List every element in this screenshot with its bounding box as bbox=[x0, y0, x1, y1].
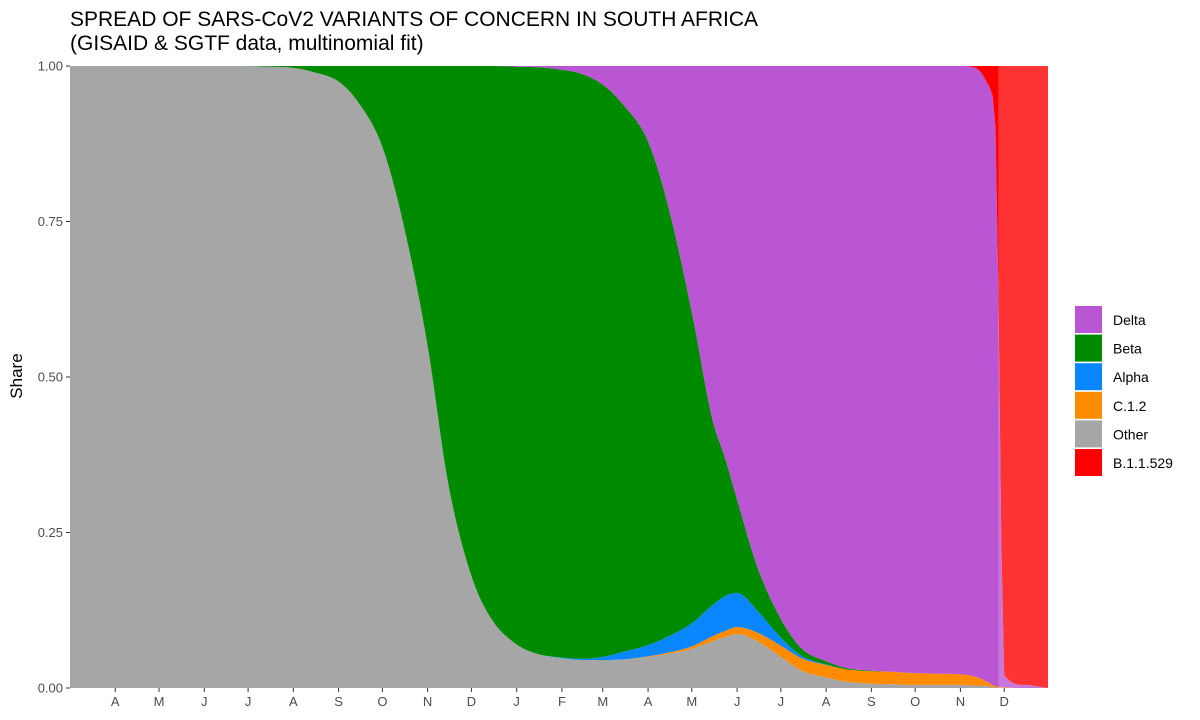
legend-swatch bbox=[1075, 334, 1102, 362]
x-tick-label: J bbox=[778, 694, 785, 709]
x-tick-label: D bbox=[467, 694, 476, 709]
legend-label: Delta bbox=[1113, 312, 1146, 328]
x-tick-label: A bbox=[111, 694, 120, 709]
legend: Delta Beta Alpha C.1.2 Other B.1.1.529 bbox=[1075, 306, 1173, 476]
legend-label: Alpha bbox=[1113, 369, 1149, 385]
x-tick-label: F bbox=[558, 694, 566, 709]
legend-label: C.1.2 bbox=[1113, 398, 1147, 414]
y-tick-label: 1.00 bbox=[38, 59, 63, 74]
title-block: SPREAD OF SARS-CoV2 VARIANTS OF CONCERN … bbox=[70, 8, 758, 56]
x-tick-label: M bbox=[686, 694, 697, 709]
y-axis: 0.00 0.25 0.50 0.75 1.00 bbox=[38, 59, 70, 696]
x-tick-label: J bbox=[734, 694, 741, 709]
area-delta bbox=[70, 66, 1048, 688]
y-tick-label: 0.25 bbox=[38, 525, 63, 540]
x-tick-label: O bbox=[377, 694, 387, 709]
x-tick-label: J bbox=[201, 694, 208, 709]
legend-label: Other bbox=[1113, 426, 1148, 442]
chart-subtitle: (GISAID & SGTF data, multinomial fit) bbox=[70, 32, 424, 55]
x-tick-label: J bbox=[245, 694, 252, 709]
y-tick-label: 0.75 bbox=[38, 214, 63, 229]
x-tick-label: A bbox=[644, 694, 653, 709]
legend-swatch bbox=[1075, 449, 1102, 476]
legend-swatch bbox=[1075, 306, 1102, 333]
x-tick-label: A bbox=[289, 694, 298, 709]
x-tick-label: M bbox=[154, 694, 165, 709]
y-tick-label: 0.00 bbox=[38, 681, 63, 696]
legend-swatch bbox=[1075, 420, 1102, 448]
x-tick-label: J bbox=[513, 694, 520, 709]
x-tick-label: S bbox=[867, 694, 876, 709]
legend-label: Beta bbox=[1113, 341, 1142, 357]
area-other bbox=[70, 66, 1048, 688]
x-tick-label: M bbox=[597, 694, 608, 709]
y-tick-label: 0.50 bbox=[38, 370, 63, 385]
x-tick-label: A bbox=[822, 694, 831, 709]
chart-title: SPREAD OF SARS-CoV2 VARIANTS OF CONCERN … bbox=[70, 8, 759, 31]
legend-label: B.1.1.529 bbox=[1113, 455, 1173, 471]
x-tick-label: N bbox=[956, 694, 965, 709]
overlay-layer bbox=[998, 66, 1048, 688]
x-tick-label: S bbox=[334, 694, 343, 709]
forecast-overlay bbox=[998, 66, 1048, 688]
legend-swatch bbox=[1075, 363, 1102, 391]
x-tick-label: D bbox=[1000, 694, 1009, 709]
legend-swatch bbox=[1075, 391, 1102, 419]
plot-areas bbox=[70, 66, 1048, 688]
x-tick-label: O bbox=[910, 694, 920, 709]
area-beta bbox=[70, 66, 1048, 688]
y-axis-title: Share bbox=[7, 353, 26, 398]
x-tick-label: N bbox=[423, 694, 432, 709]
